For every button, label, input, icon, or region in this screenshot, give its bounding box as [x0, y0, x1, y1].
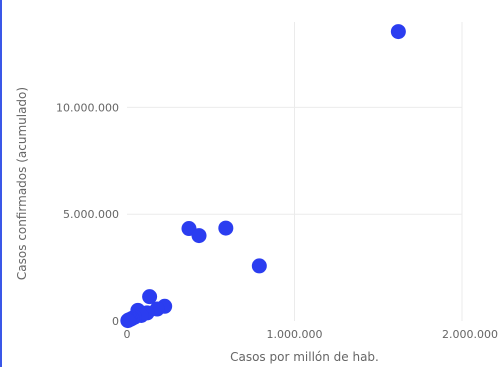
y-axis-title: Casos confirmados (acumulado)	[15, 87, 29, 280]
data-points	[120, 24, 406, 329]
tick-labels: 0 1.000.000 2.000.000 0 5.000.000 10.000.000	[56, 101, 498, 341]
x-tick-label: 2.000.000	[442, 328, 498, 341]
scatter-point[interactable]	[390, 24, 406, 40]
scatter-point[interactable]	[251, 258, 267, 274]
x-tick-label: 1.000.000	[267, 328, 323, 341]
x-tick-label: 0	[124, 328, 131, 341]
grid-lines	[127, 22, 463, 321]
y-tick-label: 5.000.000	[63, 208, 119, 221]
y-tick-label: 10.000.000	[56, 101, 119, 114]
scatter-point[interactable]	[191, 228, 207, 244]
scatter-point[interactable]	[218, 220, 234, 236]
y-tick-label: 0	[112, 315, 119, 328]
scatter-point[interactable]	[120, 313, 136, 329]
chart-frame-left-border	[0, 0, 2, 367]
scatter-point[interactable]	[142, 289, 158, 305]
x-axis-title: Casos por millón de hab.	[230, 350, 379, 364]
